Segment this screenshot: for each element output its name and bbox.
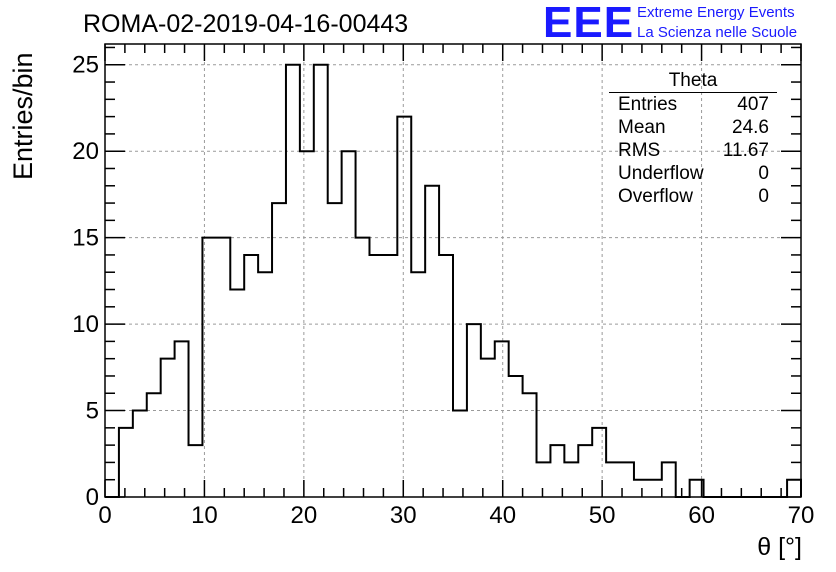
y-tick-label: 25 (72, 52, 99, 79)
histogram-outline (105, 63, 802, 498)
plot-frame (104, 43, 802, 498)
y-tick-label: 10 (72, 311, 99, 338)
stats-value: 0 (758, 186, 769, 207)
stats-value: 11.67 (722, 140, 769, 161)
x-tick-label: 40 (489, 502, 516, 529)
y-axis-label: Entries/bin (8, 52, 38, 180)
y-tick-label: 5 (86, 398, 99, 425)
chart-title: ROMA-02-2019-04-16-00443 (83, 10, 409, 38)
histogram-layer (105, 63, 802, 498)
x-tick-label: 10 (191, 502, 218, 529)
stats-value: 0 (758, 163, 769, 184)
stats-row: Entries 407 (609, 93, 777, 116)
logo-text: Extreme Energy Events La Scienza nelle S… (637, 3, 797, 43)
y-tick-label: 0 (86, 484, 99, 511)
x-tick-label: 20 (291, 502, 318, 529)
logo-line-2: La Scienza nelle Scuole (637, 24, 798, 41)
stats-label: Underflow (618, 163, 704, 184)
stats-label: Mean (618, 117, 666, 138)
y-tick-label: 20 (72, 138, 99, 165)
tick-label-layer: 0 10 20 30 40 50 60 70 0 5 10 15 20 25 (72, 52, 814, 529)
stats-label: Overflow (618, 186, 693, 207)
y-tick-label: 15 (72, 225, 99, 252)
x-tick-label: 70 (788, 502, 815, 529)
stats-row: Overflow 0 (609, 185, 777, 208)
x-tick-label: 60 (688, 502, 715, 529)
stats-row: Underflow 0 (609, 162, 777, 185)
x-tick-label: 50 (589, 502, 616, 529)
logo-line-1: Extreme Energy Events (637, 4, 795, 21)
stats-row: RMS 11.67 (609, 139, 777, 162)
stats-box: Theta Entries 407 Mean 24.6 RMS 11.67 Un… (609, 70, 777, 208)
stats-value: 24.6 (732, 117, 769, 138)
stats-title: Theta (609, 70, 777, 93)
stats-label: RMS (618, 140, 661, 161)
x-axis-label: θ [°] (757, 533, 802, 561)
eee-logo: EEE (543, 0, 635, 47)
stats-label: Entries (618, 94, 678, 115)
x-tick-label: 0 (98, 502, 111, 529)
x-tick-label: 30 (390, 502, 417, 529)
stats-value: 407 (737, 94, 769, 115)
axis-layer (104, 43, 802, 498)
stats-row: Mean 24.6 (609, 116, 777, 139)
